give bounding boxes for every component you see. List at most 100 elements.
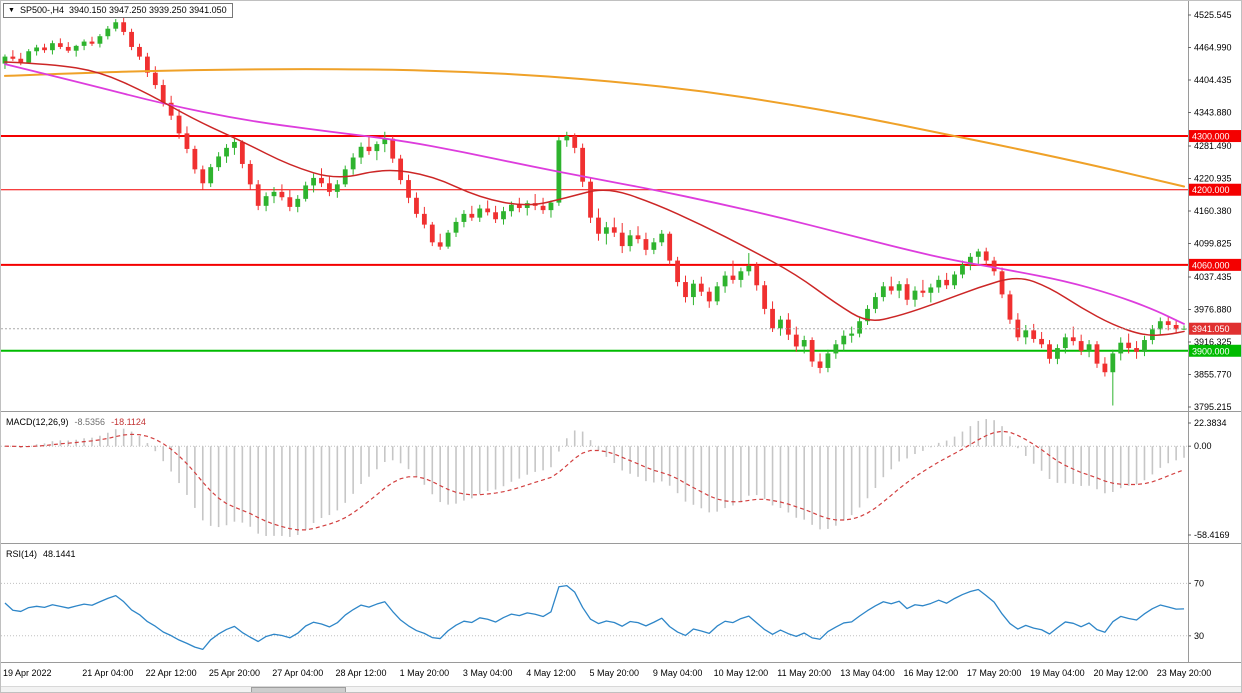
candle-body [358, 146, 364, 158]
candle-body [746, 265, 752, 272]
candle-body [1118, 342, 1124, 354]
ohlc-values: 3940.150 3947.250 3939.250 3941.050 [68, 5, 227, 15]
candle-body [651, 242, 657, 250]
candle-body [1031, 330, 1037, 339]
candle-body [295, 198, 301, 207]
candle-body [414, 197, 419, 214]
candle-body [524, 203, 530, 208]
rsi-line [4, 584, 1185, 651]
candle-body [129, 31, 134, 47]
candle-body [936, 279, 942, 288]
rsi-pane[interactable]: 70 30 [1, 544, 1242, 662]
candle-body [841, 335, 847, 345]
candle-body [944, 279, 950, 286]
candle-body [350, 157, 356, 170]
candle-body [754, 265, 760, 286]
price-tag [1189, 130, 1241, 143]
candle-body [374, 144, 380, 152]
time-axis-label: 3 May 04:00 [462, 668, 513, 678]
candle-body [627, 235, 633, 247]
time-axis-label: 5 May 20:00 [589, 668, 640, 678]
candle-body [81, 41, 87, 46]
candle-body [137, 46, 142, 57]
candle-body [667, 233, 673, 261]
candle-body [967, 256, 973, 265]
symbol-timeframe-label: SP500-,H4 [19, 5, 64, 15]
candle-body [319, 177, 324, 184]
candle-body [698, 283, 704, 292]
candle-body [865, 308, 870, 322]
candle-body [611, 227, 617, 233]
candle-body [50, 43, 55, 51]
time-axis-label: 4 May 12:00 [526, 668, 576, 678]
candle-body [572, 136, 578, 148]
horizontal-scrollbar[interactable] [1, 686, 1241, 692]
candle-body [888, 286, 894, 291]
candle-body [548, 202, 554, 211]
candle-body [1165, 321, 1171, 325]
price-axis-label: 4281.490 [1194, 141, 1232, 151]
time-axis[interactable]: 19 Apr 2022 21 Apr 04:00 22 Apr 12:00 25 Ap… [1, 662, 1241, 686]
time-axis-label: 9 May 04:00 [652, 668, 703, 678]
candle-body [1078, 341, 1084, 351]
candle-body [991, 260, 997, 272]
candle-body [730, 275, 736, 280]
price-axis-label: 4404.435 [1194, 75, 1232, 85]
horizontal-scrollbar-thumb[interactable] [251, 687, 346, 692]
candle-body [232, 141, 237, 148]
candle-body [722, 275, 728, 287]
candle-body [540, 205, 546, 211]
price-tag [1189, 322, 1241, 335]
candle-body [1173, 324, 1179, 330]
candle-body [635, 235, 641, 240]
candle-body [1007, 294, 1013, 320]
symbol-info-box: ▼ SP500-,H4 3940.150 3947.250 3939.250 3… [3, 3, 233, 18]
candle-body [421, 213, 427, 225]
candle-body [596, 217, 601, 234]
candle-body [1102, 363, 1108, 373]
candle-body [714, 286, 720, 302]
candle-body [1157, 321, 1163, 330]
candle-body [1134, 348, 1139, 352]
candle-body [849, 333, 855, 336]
candle-body [2, 56, 8, 64]
chart-menu-arrow-icon[interactable]: ▼ [8, 6, 15, 14]
price-axis-label: 4099.825 [1194, 239, 1232, 249]
candle-body [239, 141, 245, 164]
time-axis-label: 11 May 20:00 [777, 668, 832, 678]
time-axis-label: 20 May 12:00 [1093, 668, 1149, 678]
candle-body [485, 208, 491, 213]
candle-body [327, 183, 332, 192]
time-axis-label: 21 Apr 04:00 [82, 668, 134, 678]
price-tag-label: 3941.050 [1192, 324, 1230, 334]
candle-body [857, 321, 862, 334]
price-tag [1189, 258, 1241, 271]
candle-body [97, 36, 103, 44]
macd-main-value: -8.5356 [74, 417, 106, 427]
rsi-axis-label: 30 [1194, 631, 1204, 641]
candle-body [469, 213, 475, 218]
macd-pane[interactable]: 22.3834 0.00 -58.4169 [1, 412, 1242, 544]
candle-body [801, 340, 807, 347]
candle-body [247, 163, 253, 185]
macd-axis-label: 0.00 [1194, 441, 1212, 451]
candle-body [279, 191, 285, 198]
candle-body [57, 43, 63, 47]
candle-body [880, 286, 886, 298]
price-tag-label: 4200.000 [1192, 185, 1230, 195]
rsi-value: 48.1441 [43, 549, 76, 559]
price-axis-label: 3976.880 [1194, 304, 1232, 314]
candle-body [920, 290, 926, 293]
candle-body [105, 28, 111, 37]
candle-body [603, 227, 609, 234]
candle-body [999, 271, 1005, 295]
candle-body [904, 284, 910, 300]
candle-body [1142, 340, 1147, 352]
candle-body [659, 233, 665, 243]
price-chart-pane[interactable]: 4525.545 4464.990 4404.435 4343.880 4281.490… [1, 1, 1242, 412]
candle-body [429, 224, 435, 243]
candle-body [10, 56, 16, 59]
time-axis-label: 1 May 20:00 [399, 668, 450, 678]
macd-indicator-label: MACD(12,26,9) -8.5356 -18.1124 [6, 417, 146, 427]
